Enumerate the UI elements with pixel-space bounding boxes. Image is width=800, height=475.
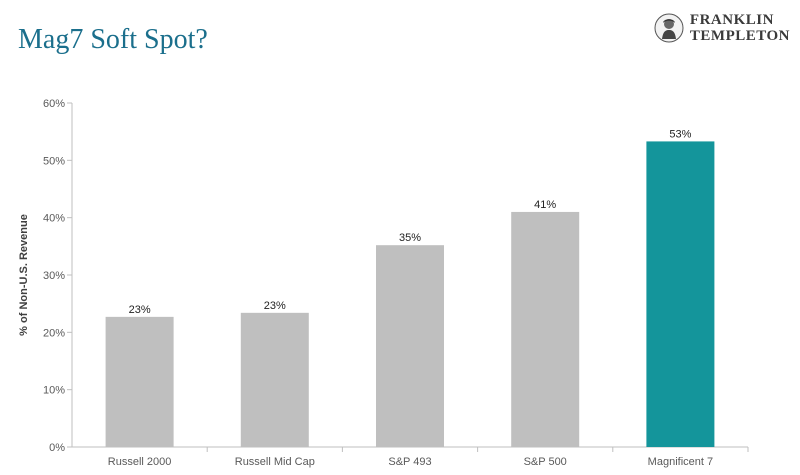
y-tick-label: 10% <box>43 385 65 397</box>
y-tick-label: 60% <box>43 98 65 110</box>
franklin-templeton-logo: FRANKLIN TEMPLETON <box>654 12 790 44</box>
benjamin-franklin-portrait-icon <box>654 13 684 43</box>
bar <box>511 211 580 447</box>
y-axis-title: % of Non-U.S. Revenue <box>18 214 30 336</box>
bars: 23% 23% 35% 41% 53% <box>105 128 715 447</box>
brand-name-line2: TEMPLETON <box>689 28 790 44</box>
y-tick-label: 20% <box>43 327 65 339</box>
y-tick-label: 50% <box>43 155 65 167</box>
x-tick-label: Russell Mid Cap <box>235 456 315 468</box>
bar <box>240 312 309 447</box>
bar-data-label: 23% <box>264 300 286 312</box>
bar <box>105 316 174 447</box>
x-tick-label: Magnificent 7 <box>648 456 713 468</box>
bar <box>646 141 715 447</box>
x-axis: Russell 2000 Russell Mid Cap S&P 493 S&P 50… <box>72 446 749 468</box>
bar-data-label: 35% <box>399 232 421 244</box>
x-tick-label: S&P 500 <box>524 456 567 468</box>
y-axis: 0% 10% 20% 30% 40% 50% 60% <box>43 98 73 454</box>
y-tick-label: 30% <box>43 270 65 282</box>
x-tick-label: Russell 2000 <box>108 456 172 468</box>
y-tick-label: 40% <box>43 213 65 225</box>
bar-data-label: 23% <box>129 304 151 316</box>
page-title: Mag7 Soft Spot? <box>18 24 208 55</box>
bar-data-label: 41% <box>534 199 556 211</box>
bar-data-label: 53% <box>669 128 691 140</box>
x-tick-label: S&P 493 <box>388 456 431 468</box>
bar <box>376 245 444 447</box>
brand-name-line1: FRANKLIN <box>689 12 774 28</box>
y-tick-label: 0% <box>49 442 65 454</box>
